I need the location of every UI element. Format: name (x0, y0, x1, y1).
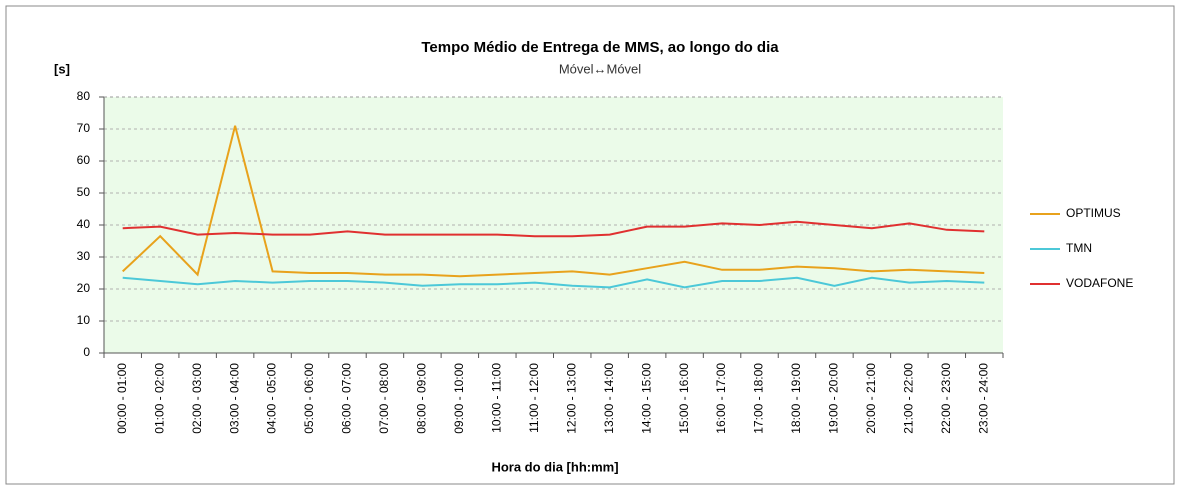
x-tick-label: 09:00 - 10:00 (452, 363, 466, 434)
x-tick-label: 10:00 - 11:00 (489, 363, 503, 433)
x-tick-label: 19:00 - 20:00 (827, 363, 841, 434)
y-tick-label: 70 (77, 121, 91, 135)
legend-label: TMN (1066, 241, 1092, 255)
x-tick-label: 18:00 - 19:00 (789, 363, 803, 434)
x-tick-label: 20:00 - 21:00 (864, 363, 878, 434)
x-tick-label: 08:00 - 09:00 (415, 363, 429, 434)
x-tick-label: 16:00 - 17:00 (714, 363, 728, 434)
x-tick-label: 00:00 - 01:00 (115, 363, 129, 434)
x-tick-label: 12:00 - 13:00 (564, 363, 578, 434)
x-tick-label: 15:00 - 16:00 (677, 363, 691, 434)
y-tick-label: 30 (77, 249, 91, 263)
plot-area (104, 97, 1003, 353)
chart-title: Tempo Médio de Entrega de MMS, ao longo … (421, 39, 779, 56)
y-tick-label: 50 (77, 185, 91, 199)
y-tick-label: 20 (77, 281, 91, 295)
legend-label: VODAFONE (1066, 276, 1133, 290)
y-tick-label: 80 (77, 89, 91, 103)
chart-subtitle: Móvel↔Móvel (559, 61, 641, 76)
x-tick-label: 02:00 - 03:00 (190, 363, 204, 434)
x-tick-label: 21:00 - 22:00 (902, 363, 916, 434)
x-tick-label: 04:00 - 05:00 (265, 363, 279, 434)
x-tick-label: 01:00 - 02:00 (152, 363, 166, 434)
legend-label: OPTIMUS (1066, 206, 1121, 220)
x-tick-label: 13:00 - 14:00 (602, 363, 616, 434)
x-tick-label: 17:00 - 18:00 (752, 363, 766, 434)
x-axis-label: Hora do dia [hh:mm] (491, 459, 618, 474)
y-axis-label: [s] (54, 61, 70, 76)
y-tick-label: 10 (77, 313, 91, 327)
series-line (122, 220, 985, 238)
x-tick-label: 07:00 - 08:00 (377, 363, 391, 434)
series-line (122, 125, 985, 278)
series-line (122, 276, 985, 289)
x-tick-label: 22:00 - 23:00 (939, 363, 953, 434)
x-tick-label: 23:00 - 24:00 (976, 363, 990, 434)
y-tick-label: 60 (77, 153, 91, 167)
x-tick-label: 05:00 - 06:00 (302, 363, 316, 434)
x-tick-label: 14:00 - 15:00 (639, 363, 653, 434)
y-tick-label: 0 (83, 345, 90, 359)
x-tick-label: 06:00 - 07:00 (340, 363, 354, 434)
x-tick-label: 11:00 - 12:00 (527, 363, 541, 433)
y-tick-label: 40 (77, 217, 91, 231)
x-tick-label: 03:00 - 04:00 (227, 363, 241, 434)
